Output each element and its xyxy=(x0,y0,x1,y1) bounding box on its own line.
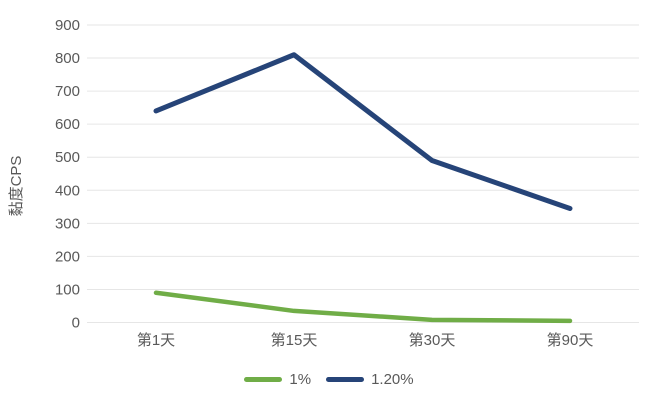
y-tick-label: 400 xyxy=(55,182,80,199)
y-axis-title: 黏度CPS xyxy=(8,156,25,217)
legend-item-1-20pct: 1.20% xyxy=(326,371,414,388)
y-tick-label: 500 xyxy=(55,149,80,166)
series-line-1% xyxy=(153,290,573,324)
series-line-1.20% xyxy=(153,52,573,211)
y-tick-label: 0 xyxy=(72,315,80,332)
x-tick-label: 第15天 xyxy=(271,331,318,349)
y-axis-tick-labels: 0 100 200 300 400 500 600 700 800 900 xyxy=(55,17,80,332)
legend: 1% 1.20% xyxy=(0,371,658,388)
legend-item-1pct: 1% xyxy=(244,371,311,388)
x-tick-label: 第30天 xyxy=(409,331,456,349)
legend-swatch-1pct xyxy=(244,377,283,382)
y-tick-label: 100 xyxy=(55,281,80,298)
legend-swatch-1-20pct xyxy=(326,377,365,382)
y-tick-label: 300 xyxy=(55,215,80,232)
x-axis-tick-labels: 第1天 第15天 第30天 第90天 xyxy=(137,331,594,349)
legend-label-1-20pct: 1.20% xyxy=(371,371,414,388)
y-tick-label: 200 xyxy=(55,248,80,265)
y-tick-label: 800 xyxy=(55,50,80,67)
series-lines xyxy=(153,52,573,324)
plot-area: 0 100 200 300 400 500 600 700 800 900 第1天 第15天 第30天… xyxy=(8,17,639,349)
y-tick-label: 700 xyxy=(55,83,80,100)
x-tick-label: 第1天 xyxy=(137,331,175,349)
x-tick-label: 第90天 xyxy=(547,331,594,349)
legend-label-1pct: 1% xyxy=(289,371,312,388)
y-tick-label: 900 xyxy=(55,17,80,34)
y-tick-label: 600 xyxy=(55,116,80,133)
gridlines xyxy=(87,24,639,323)
